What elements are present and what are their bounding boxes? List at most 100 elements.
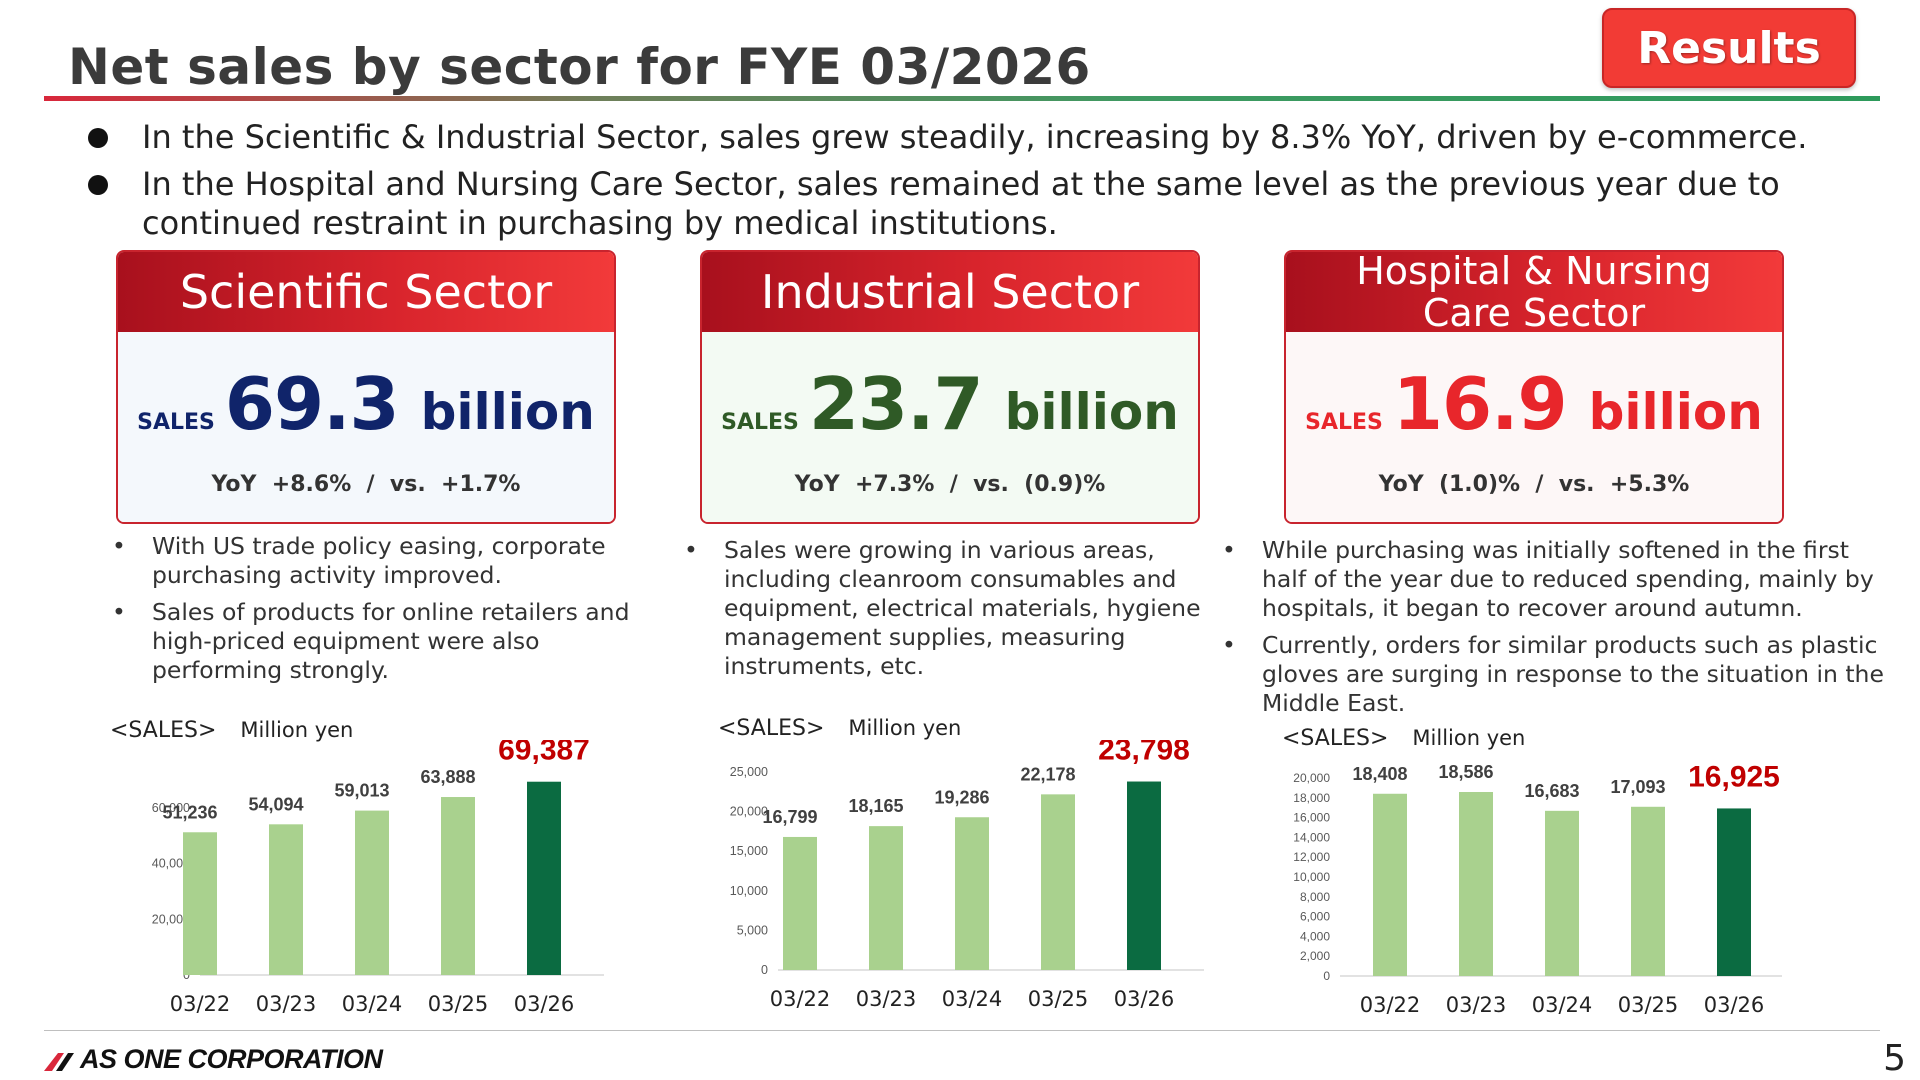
bar: [955, 817, 989, 970]
industrial-sales-chart: 0 5,000 10,000 15,000 20,000 25,000 16,799 03/2…: [730, 740, 1204, 1011]
y-tick-label: 2,000: [1300, 949, 1330, 963]
category-label: 03/23: [1446, 993, 1507, 1017]
y-tick-label: 18,000: [1293, 791, 1330, 805]
value-label: 16,799: [762, 807, 817, 827]
chart-unit: Million yen: [240, 718, 354, 742]
sales-figure: SALES 69.3 billion: [118, 362, 614, 446]
y-tick-label: 15,000: [730, 844, 768, 858]
sector-name: Industrial Sector: [760, 265, 1140, 319]
y-tick-label: 60,000: [152, 801, 190, 815]
company-name: AS ONE CORPORATION: [80, 1044, 383, 1074]
value-label: 18,586: [1438, 762, 1493, 782]
value-label: 51,236: [162, 802, 217, 822]
category-label: 03/24: [942, 987, 1003, 1011]
note-item: • Currently, orders for similar products …: [1222, 631, 1887, 718]
value-label: 17,093: [1610, 777, 1665, 797]
value-label: 18,165: [848, 796, 903, 816]
bar: [1459, 791, 1493, 976]
sector-body: SALES 16.9 billion YoY (1.0)% / vs. +5.3…: [1286, 332, 1782, 522]
chart-unit: Million yen: [848, 716, 962, 740]
page-title: Net sales by sector for FYE 03/2026: [68, 38, 1091, 96]
value-label: 18,408: [1352, 764, 1407, 784]
sales-value: 16.9: [1392, 362, 1568, 446]
results-badge: Results: [1602, 8, 1856, 88]
sector-header: Scientific Sector: [118, 252, 614, 332]
note-item: • Sales were growing in various areas, in…: [684, 536, 1204, 681]
bullet-icon: •: [112, 532, 126, 560]
category-label: 03/24: [342, 992, 403, 1016]
bar: [783, 836, 817, 970]
sales-figure: SALES 23.7 billion: [702, 362, 1198, 446]
page-number: 5: [1883, 1038, 1906, 1079]
bullet-dot-icon: [88, 175, 108, 195]
sector-body: SALES 69.3 billion YoY +8.6% / vs. +1.7%: [118, 332, 614, 522]
bullet-icon: •: [1222, 536, 1236, 564]
bar: [183, 832, 217, 975]
sector-name: Scientific Sector: [179, 265, 553, 319]
current-value-label: 23,798: [1098, 740, 1190, 767]
hospital-notes: • While purchasing was initially softened…: [1222, 536, 1887, 726]
value-label: 63,888: [420, 767, 475, 787]
chart-caption: <SALES> Million yen: [1282, 726, 1525, 751]
bar-current-year: [1717, 808, 1751, 976]
bar: [1545, 810, 1579, 976]
value-label: 19,286: [934, 787, 989, 807]
bar: [441, 797, 475, 975]
sector-header: Industrial Sector: [702, 252, 1198, 332]
category-label: 03/23: [856, 987, 917, 1011]
category-label: 03/25: [428, 992, 489, 1016]
category-label: 03/25: [1028, 987, 1089, 1011]
note-text: Currently, orders for similar products s…: [1262, 631, 1884, 717]
scientific-sales-chart: 020,00040,00060,00051,23603/2254,09403/2…: [152, 740, 604, 1016]
company-logo: AS ONE CORPORATION: [44, 1044, 383, 1075]
chart-title: <SALES>: [110, 718, 217, 743]
y-tick-label: 6,000: [1300, 910, 1330, 924]
hospital-sales-chart: 0 2,000 4,000 6,000 8,000 10,000 12,000 14,000 1…: [1293, 760, 1782, 1017]
bullet-icon: •: [112, 598, 126, 626]
sector-header: Hospital & Nursing Care Sector: [1286, 250, 1782, 335]
scientific-sector-card: Scientific Sector SALES 69.3 billion YoY…: [116, 250, 616, 524]
sector-name-line2: Care Sector: [1422, 291, 1646, 335]
y-tick-label: 5,000: [737, 923, 768, 937]
chart-title: <SALES>: [1282, 726, 1389, 751]
footer-rule: [44, 1030, 1880, 1031]
sales-label: SALES: [721, 410, 799, 435]
chart-caption: <SALES> Million yen: [718, 716, 961, 741]
y-tick-label: 40,000: [152, 857, 190, 871]
value-label: 16,683: [1524, 781, 1579, 801]
category-label: 03/26: [1114, 987, 1175, 1011]
summary-bullet: In the Hospital and Nursing Care Sector,…: [80, 165, 1880, 243]
summary-bullets: In the Scientific & Industrial Sector, s…: [80, 118, 1880, 251]
bullet-dot-icon: [88, 128, 108, 148]
sales-unit: billion: [1588, 383, 1763, 441]
bar: [869, 826, 903, 970]
y-tick-label: 20,000: [1293, 771, 1330, 785]
y-tick-label: 25,000: [730, 765, 768, 779]
sector-name-line1: Hospital & Nursing: [1356, 250, 1712, 293]
yoy-comparison: YoY +8.6% / vs. +1.7%: [211, 472, 521, 497]
bar-current-year: [1127, 781, 1161, 970]
yoy-comparison: YoY +7.3% / vs. (0.9)%: [794, 472, 1106, 497]
bar: [1373, 793, 1407, 976]
y-tick-label: 12,000: [1293, 850, 1330, 864]
current-value-label: 16,925: [1688, 760, 1780, 793]
sector-body: SALES 23.7 billion YoY +7.3% / vs. (0.9)…: [702, 332, 1198, 522]
y-tick-label: 0: [761, 963, 768, 977]
y-tick-label: 20,000: [730, 805, 768, 819]
note-text: Sales were growing in various areas, inc…: [724, 536, 1201, 680]
summary-bullet: In the Scientific & Industrial Sector, s…: [80, 118, 1880, 157]
y-tick-label: 4,000: [1300, 929, 1330, 943]
y-tick-label: 10,000: [730, 884, 768, 898]
bullet-icon: •: [1222, 631, 1236, 659]
summary-bullet-text: In the Hospital and Nursing Care Sector,…: [142, 165, 1780, 242]
value-label: 54,094: [248, 794, 303, 814]
category-label: 03/22: [770, 987, 831, 1011]
note-item: • With US trade policy easing, corporate …: [112, 532, 642, 590]
sales-figure: SALES 16.9 billion: [1286, 362, 1782, 446]
category-label: 03/24: [1532, 993, 1593, 1017]
note-item: • Sales of products for online retailers …: [112, 598, 642, 685]
category-label: 03/23: [256, 992, 317, 1016]
bullet-icon: •: [684, 536, 698, 564]
summary-bullet-text: In the Scientific & Industrial Sector, s…: [142, 118, 1808, 156]
sales-unit: billion: [1004, 383, 1179, 441]
